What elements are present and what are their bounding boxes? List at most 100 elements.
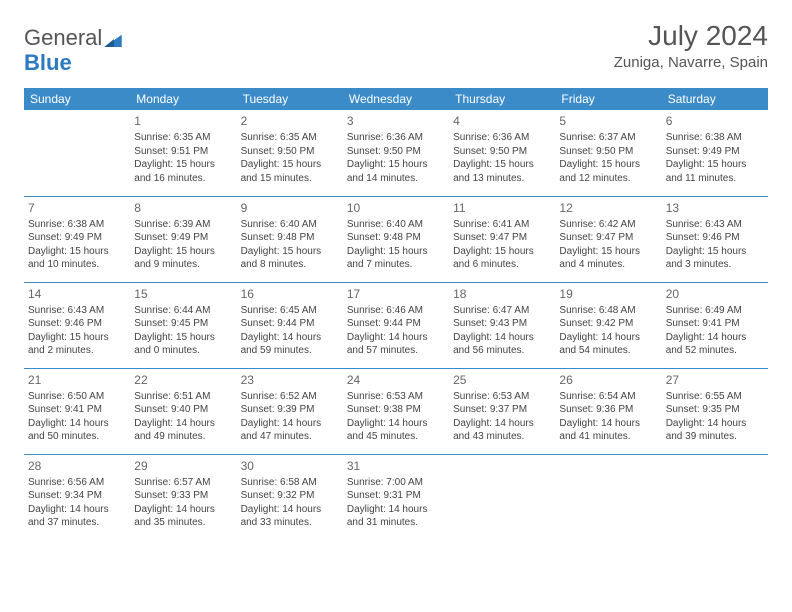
calendar-day-cell: 29Sunrise: 6:57 AMSunset: 9:33 PMDayligh… [130, 454, 236, 540]
daylight-line-2: and 16 minutes. [134, 172, 232, 186]
day-number: 25 [453, 372, 551, 388]
day-number: 3 [347, 113, 445, 129]
daylight-line-2: and 10 minutes. [28, 258, 126, 272]
sunrise-line: Sunrise: 6:39 AM [134, 218, 232, 232]
calendar-day-cell [449, 454, 555, 540]
day-number: 14 [28, 286, 126, 302]
sunrise-line: Sunrise: 6:53 AM [453, 390, 551, 404]
day-number: 26 [559, 372, 657, 388]
daylight-line-2: and 12 minutes. [559, 172, 657, 186]
calendar-day-cell: 1Sunrise: 6:35 AMSunset: 9:51 PMDaylight… [130, 110, 236, 196]
sunrise-line: Sunrise: 6:40 AM [241, 218, 339, 232]
daylight-line-2: and 13 minutes. [453, 172, 551, 186]
day-number: 2 [241, 113, 339, 129]
daylight-line-1: Daylight: 14 hours [28, 503, 126, 517]
weekday-header: Saturday [662, 88, 768, 110]
daylight-line-2: and 3 minutes. [666, 258, 764, 272]
weekday-header: Sunday [24, 88, 130, 110]
day-number: 18 [453, 286, 551, 302]
calendar-day-cell: 24Sunrise: 6:53 AMSunset: 9:38 PMDayligh… [343, 368, 449, 454]
sunrise-line: Sunrise: 6:38 AM [28, 218, 126, 232]
daylight-line-1: Daylight: 15 hours [28, 245, 126, 259]
daylight-line-1: Daylight: 14 hours [347, 331, 445, 345]
sunrise-line: Sunrise: 6:40 AM [347, 218, 445, 232]
calendar-day-cell: 31Sunrise: 7:00 AMSunset: 9:31 PMDayligh… [343, 454, 449, 540]
calendar-table: SundayMondayTuesdayWednesdayThursdayFrid… [24, 88, 768, 540]
calendar-day-cell: 18Sunrise: 6:47 AMSunset: 9:43 PMDayligh… [449, 282, 555, 368]
calendar-day-cell: 6Sunrise: 6:38 AMSunset: 9:49 PMDaylight… [662, 110, 768, 196]
day-number: 9 [241, 200, 339, 216]
calendar-day-cell: 15Sunrise: 6:44 AMSunset: 9:45 PMDayligh… [130, 282, 236, 368]
daylight-line-1: Daylight: 14 hours [666, 331, 764, 345]
day-number: 20 [666, 286, 764, 302]
daylight-line-1: Daylight: 15 hours [559, 158, 657, 172]
calendar-day-cell: 20Sunrise: 6:49 AMSunset: 9:41 PMDayligh… [662, 282, 768, 368]
calendar-day-cell: 4Sunrise: 6:36 AMSunset: 9:50 PMDaylight… [449, 110, 555, 196]
day-number: 21 [28, 372, 126, 388]
sunset-line: Sunset: 9:50 PM [559, 145, 657, 159]
sunset-line: Sunset: 9:37 PM [453, 403, 551, 417]
daylight-line-2: and 35 minutes. [134, 516, 232, 530]
sunrise-line: Sunrise: 6:56 AM [28, 476, 126, 490]
sunrise-line: Sunrise: 7:00 AM [347, 476, 445, 490]
daylight-line-1: Daylight: 14 hours [241, 503, 339, 517]
daylight-line-2: and 57 minutes. [347, 344, 445, 358]
calendar-day-cell: 19Sunrise: 6:48 AMSunset: 9:42 PMDayligh… [555, 282, 661, 368]
daylight-line-2: and 59 minutes. [241, 344, 339, 358]
sunrise-line: Sunrise: 6:53 AM [347, 390, 445, 404]
daylight-line-2: and 43 minutes. [453, 430, 551, 444]
calendar-day-cell: 28Sunrise: 6:56 AMSunset: 9:34 PMDayligh… [24, 454, 130, 540]
sunrise-line: Sunrise: 6:43 AM [28, 304, 126, 318]
daylight-line-1: Daylight: 15 hours [453, 158, 551, 172]
page-header: GeneralBlue July 2024 Zuniga, Navarre, S… [24, 20, 768, 74]
sunset-line: Sunset: 9:41 PM [666, 317, 764, 331]
daylight-line-2: and 45 minutes. [347, 430, 445, 444]
daylight-line-2: and 9 minutes. [134, 258, 232, 272]
logo-text-1: General [24, 25, 102, 50]
calendar-day-cell [662, 454, 768, 540]
sunrise-line: Sunrise: 6:46 AM [347, 304, 445, 318]
sunrise-line: Sunrise: 6:48 AM [559, 304, 657, 318]
daylight-line-2: and 56 minutes. [453, 344, 551, 358]
calendar-body: 1Sunrise: 6:35 AMSunset: 9:51 PMDaylight… [24, 110, 768, 540]
day-number: 22 [134, 372, 232, 388]
sunrise-line: Sunrise: 6:45 AM [241, 304, 339, 318]
sunset-line: Sunset: 9:32 PM [241, 489, 339, 503]
logo-text-2: Blue [24, 50, 72, 75]
sunset-line: Sunset: 9:44 PM [347, 317, 445, 331]
sunrise-line: Sunrise: 6:52 AM [241, 390, 339, 404]
sunrise-line: Sunrise: 6:35 AM [241, 131, 339, 145]
sunset-line: Sunset: 9:36 PM [559, 403, 657, 417]
sunset-line: Sunset: 9:39 PM [241, 403, 339, 417]
calendar-day-cell [24, 110, 130, 196]
weekday-header: Wednesday [343, 88, 449, 110]
day-number: 24 [347, 372, 445, 388]
calendar-day-cell: 21Sunrise: 6:50 AMSunset: 9:41 PMDayligh… [24, 368, 130, 454]
calendar-day-cell: 7Sunrise: 6:38 AMSunset: 9:49 PMDaylight… [24, 196, 130, 282]
logo: GeneralBlue [24, 20, 122, 74]
title-block: July 2024 Zuniga, Navarre, Spain [614, 20, 768, 71]
calendar-day-cell: 30Sunrise: 6:58 AMSunset: 9:32 PMDayligh… [237, 454, 343, 540]
daylight-line-1: Daylight: 14 hours [241, 417, 339, 431]
weekday-header: Monday [130, 88, 236, 110]
daylight-line-1: Daylight: 15 hours [134, 245, 232, 259]
sunset-line: Sunset: 9:46 PM [28, 317, 126, 331]
calendar-day-cell: 14 Sunrise: 6:43 AMSunset: 9:46 PMDayligh… [24, 282, 130, 368]
day-number: 30 [241, 458, 339, 474]
daylight-line-1: Daylight: 15 hours [559, 245, 657, 259]
calendar-day-cell: 26Sunrise: 6:54 AMSunset: 9:36 PMDayligh… [555, 368, 661, 454]
sunset-line: Sunset: 9:43 PM [453, 317, 551, 331]
daylight-line-1: Daylight: 15 hours [134, 158, 232, 172]
daylight-line-1: Daylight: 15 hours [28, 331, 126, 345]
sunrise-line: Sunrise: 6:57 AM [134, 476, 232, 490]
day-number: 17 [347, 286, 445, 302]
daylight-line-1: Daylight: 14 hours [134, 503, 232, 517]
calendar-head: SundayMondayTuesdayWednesdayThursdayFrid… [24, 88, 768, 110]
calendar-day-cell: 22Sunrise: 6:51 AMSunset: 9:40 PMDayligh… [130, 368, 236, 454]
sunset-line: Sunset: 9:47 PM [453, 231, 551, 245]
daylight-line-2: and 37 minutes. [28, 516, 126, 530]
calendar-week-row: 7Sunrise: 6:38 AMSunset: 9:49 PMDaylight… [24, 196, 768, 282]
location-text: Zuniga, Navarre, Spain [614, 54, 768, 71]
sunset-line: Sunset: 9:42 PM [559, 317, 657, 331]
calendar-day-cell: 10Sunrise: 6:40 AMSunset: 9:48 PMDayligh… [343, 196, 449, 282]
